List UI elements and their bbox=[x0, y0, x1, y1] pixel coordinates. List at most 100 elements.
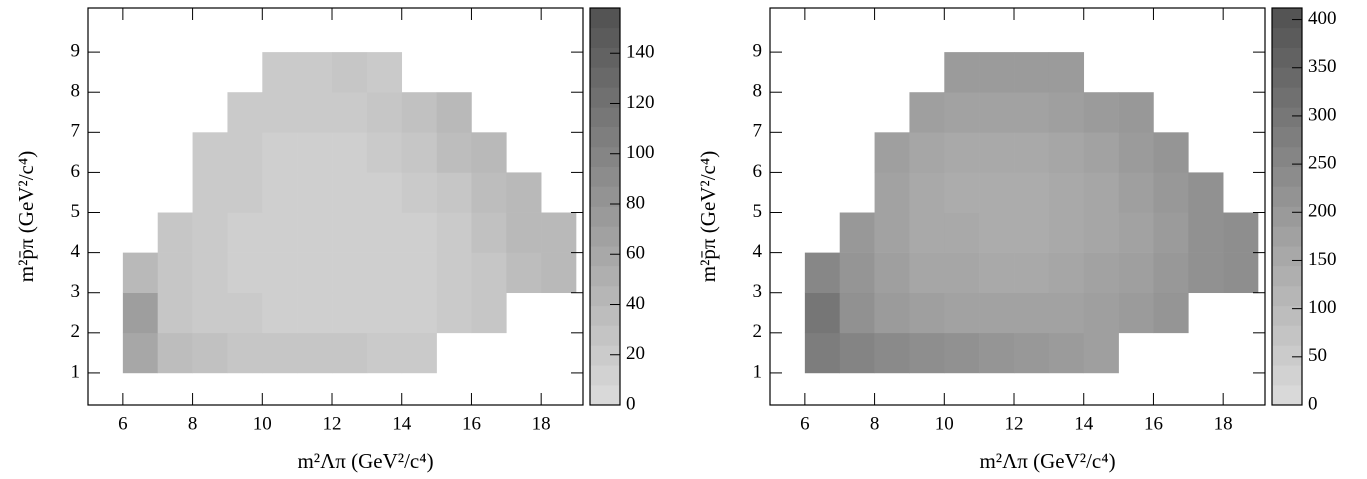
colorbar-tick-label: 120 bbox=[626, 92, 655, 113]
colorbar-frame bbox=[589, 7, 621, 406]
colorbar-step bbox=[1272, 325, 1302, 346]
heatmap-cell bbox=[471, 172, 507, 213]
heatmap-cell bbox=[366, 172, 403, 213]
heatmap-cell bbox=[401, 132, 437, 173]
heatmap-cell bbox=[909, 172, 945, 213]
heatmap-cell bbox=[1048, 172, 1085, 213]
heatmap-cell bbox=[944, 332, 980, 374]
heatmap-cell bbox=[944, 252, 980, 294]
colorbar-tick-label: 350 bbox=[1308, 56, 1337, 77]
heatmap-cell bbox=[1223, 252, 1259, 294]
heatmap-cell bbox=[804, 252, 841, 294]
x-tick-label: 12 bbox=[323, 413, 342, 434]
heatmap-cell bbox=[1014, 252, 1050, 294]
x-tick-label: 18 bbox=[532, 413, 551, 434]
heatmap-cell bbox=[874, 252, 910, 294]
heatmap-cell bbox=[1153, 292, 1189, 334]
colorbar-step bbox=[590, 345, 620, 366]
heatmap-cell bbox=[874, 212, 910, 253]
heatmap-cell bbox=[979, 212, 1015, 253]
heatmap-cell bbox=[1048, 252, 1085, 294]
y-tick-label: 9 bbox=[71, 40, 81, 61]
heatmap-cell bbox=[297, 212, 333, 253]
y-tick-label: 3 bbox=[71, 281, 81, 302]
heatmap-cell bbox=[944, 212, 980, 253]
colorbar-step bbox=[1272, 166, 1302, 187]
colorbar-tick-label: 400 bbox=[1308, 8, 1337, 29]
heatmap-cell bbox=[1083, 212, 1119, 253]
heatmap-cell bbox=[332, 132, 368, 173]
heatmap-cell bbox=[297, 92, 333, 133]
colorbar-tick-label: 300 bbox=[1308, 104, 1337, 125]
colorbar-frame bbox=[1271, 7, 1303, 406]
heatmap-cell bbox=[297, 292, 333, 334]
heatmap-cell bbox=[262, 252, 298, 294]
heatmap-cell bbox=[471, 212, 507, 253]
heatmap-cell bbox=[1153, 132, 1189, 173]
heatmap-cell bbox=[262, 92, 298, 133]
y-tick-label: 4 bbox=[753, 241, 763, 262]
heatmap-cell bbox=[332, 292, 368, 334]
x-tick-label: 14 bbox=[392, 413, 412, 434]
heatmap-cell bbox=[1083, 332, 1119, 374]
heatmap-cell bbox=[839, 212, 875, 253]
heatmap-cell bbox=[979, 252, 1015, 294]
heatmap-cell bbox=[1083, 92, 1119, 133]
y-tick-label: 1 bbox=[71, 361, 81, 382]
heatmap-cell bbox=[366, 252, 403, 294]
heatmap-cell bbox=[1014, 92, 1050, 133]
colorbar-tick-label: 100 bbox=[1308, 297, 1337, 318]
heatmap-cell bbox=[1153, 212, 1189, 253]
plot-frame bbox=[769, 7, 1266, 406]
heatmap-cell bbox=[1188, 212, 1224, 253]
heatmap-cell bbox=[332, 92, 368, 133]
y-tick-label: 6 bbox=[753, 161, 763, 182]
heatmap-cell bbox=[297, 172, 333, 213]
x-tick-label: 10 bbox=[935, 413, 954, 434]
colorbar-tick-label: 80 bbox=[626, 192, 645, 213]
y-tick-label: 7 bbox=[753, 121, 763, 142]
colorbar-step bbox=[590, 166, 620, 187]
heatmap-cell bbox=[1118, 172, 1154, 213]
heatmap-cell bbox=[227, 332, 263, 374]
heatmap-cell bbox=[192, 292, 228, 334]
heatmap-cell bbox=[839, 332, 875, 374]
heatmap-cell bbox=[366, 332, 403, 374]
heatmap-cell bbox=[366, 132, 403, 173]
colorbar-step bbox=[1272, 226, 1302, 247]
heatmap-cell bbox=[1048, 52, 1085, 93]
heatmap-cell bbox=[979, 52, 1015, 93]
colorbar-step bbox=[590, 27, 620, 48]
colorbar-tick-label: 150 bbox=[1308, 249, 1337, 270]
colorbar-step bbox=[590, 305, 620, 326]
y-tick-label: 3 bbox=[753, 281, 763, 302]
heatmap-cell bbox=[804, 292, 841, 334]
colorbar-step bbox=[590, 385, 620, 406]
heatmap-cell bbox=[1048, 332, 1085, 374]
heatmap-cell bbox=[839, 252, 875, 294]
heatmap-cell bbox=[944, 292, 980, 334]
heatmap-cell bbox=[366, 52, 403, 93]
colorbar-tick-label: 100 bbox=[626, 142, 655, 163]
colorbar-step bbox=[1272, 27, 1302, 48]
heatmap-cell bbox=[874, 132, 910, 173]
heatmap-cell bbox=[909, 92, 945, 133]
heatmap-cell bbox=[1014, 332, 1050, 374]
heatmap-cell bbox=[1014, 172, 1050, 213]
y-axis-title: m²p̄π (GeV²/c⁴) bbox=[14, 151, 38, 282]
heatmap-cell bbox=[1048, 132, 1085, 173]
colorbar-step bbox=[590, 325, 620, 346]
heatmap-cell bbox=[262, 332, 298, 374]
heatmap-cell bbox=[227, 132, 263, 173]
colorbar-step bbox=[1272, 8, 1302, 29]
heatmap-cell bbox=[262, 172, 298, 213]
y-tick-label: 5 bbox=[71, 201, 81, 222]
colorbar-step bbox=[1272, 47, 1302, 68]
heatmap-cell bbox=[909, 252, 945, 294]
colorbar-step bbox=[1272, 107, 1302, 128]
heatmap-cell bbox=[401, 252, 437, 294]
y-tick-label: 9 bbox=[753, 40, 763, 61]
heatmap-cell bbox=[332, 172, 368, 213]
colorbar-tick-label: 50 bbox=[1308, 345, 1327, 366]
x-axis-title: m²Λπ (GeV²/c⁴) bbox=[979, 449, 1115, 473]
